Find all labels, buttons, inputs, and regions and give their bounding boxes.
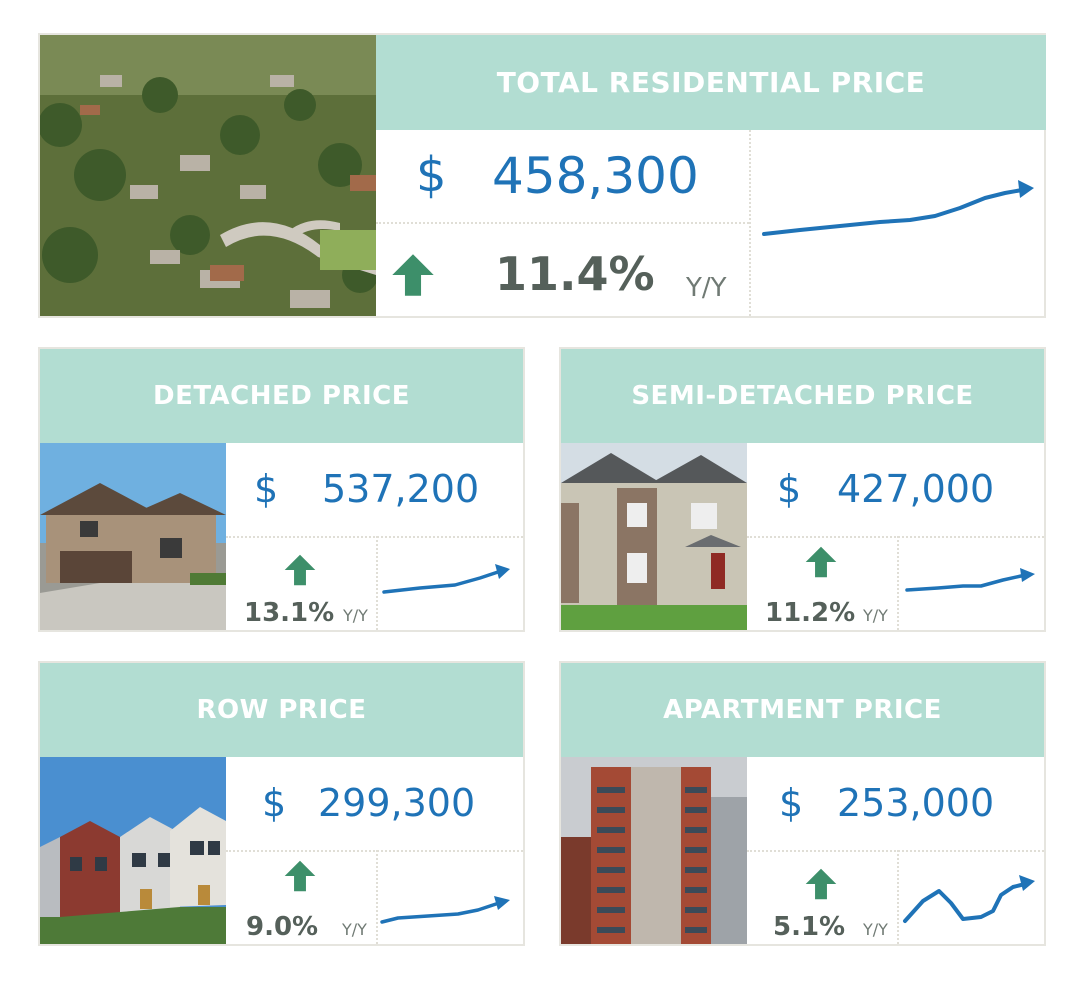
- up-arrow-icon: [805, 868, 837, 900]
- aerial-neighbourhood-photo: [40, 35, 376, 316]
- total-residential-card: TOTAL RESIDENTIAL PRICE $ 458,300 11.4% …: [38, 33, 1046, 318]
- semi-detached-house-photo: [561, 443, 747, 630]
- apartment-title: APARTMENT PRICE: [561, 663, 1044, 757]
- row-houses-photo: [40, 757, 226, 944]
- currency-symbol: $: [777, 467, 802, 511]
- up-arrow-icon: [805, 546, 837, 578]
- detached-house-photo: [40, 443, 226, 630]
- detached-change: 13.1%: [244, 598, 335, 628]
- divider: [747, 850, 1044, 852]
- total-residential-price: 458,300: [492, 147, 699, 205]
- row-change: 9.0%: [246, 912, 319, 942]
- divider: [226, 850, 523, 852]
- semi-detached-change: 11.2%: [765, 598, 856, 628]
- total-residential-title: TOTAL RESIDENTIAL PRICE: [376, 35, 1046, 130]
- divider: [376, 536, 378, 630]
- up-arrow-icon: [284, 554, 316, 586]
- apartment-tower-photo: [561, 757, 747, 944]
- period-label: Y/Y: [863, 606, 888, 625]
- row-card: ROW PRICE $ 299,300 9.0% Y/Y: [38, 661, 525, 946]
- up-arrow-icon: [284, 860, 316, 892]
- period-label: Y/Y: [343, 606, 368, 625]
- detached-card: DETACHED PRICE $ 537,200 13.1% Y/Y: [38, 347, 525, 632]
- apartment-price: 253,000: [837, 781, 995, 825]
- divider: [749, 130, 751, 316]
- currency-symbol: $: [779, 781, 804, 825]
- total-residential-change: 11.4%: [495, 247, 655, 301]
- period-label: Y/Y: [686, 273, 727, 303]
- semi-detached-title: SEMI-DETACHED PRICE: [561, 349, 1044, 443]
- detached-title: DETACHED PRICE: [40, 349, 523, 443]
- divider: [226, 536, 523, 538]
- total-residential-trend-line: [762, 180, 1034, 236]
- currency-symbol: $: [416, 147, 447, 203]
- semi-detached-price: 427,000: [837, 467, 995, 511]
- currency-symbol: $: [262, 781, 287, 825]
- semi-detached-trend-line: [905, 568, 1035, 592]
- up-arrow-icon: [392, 254, 434, 296]
- divider: [747, 536, 1044, 538]
- detached-price: 537,200: [322, 467, 480, 511]
- divider: [376, 850, 378, 944]
- apartment-change: 5.1%: [773, 912, 846, 942]
- period-label: Y/Y: [342, 920, 367, 939]
- divider: [897, 536, 899, 630]
- currency-symbol: $: [254, 467, 279, 511]
- row-price: 299,300: [318, 781, 476, 825]
- row-trend-line: [380, 896, 510, 924]
- row-title: ROW PRICE: [40, 663, 523, 757]
- detached-trend-line: [382, 564, 510, 594]
- divider: [376, 222, 749, 224]
- divider: [897, 850, 899, 944]
- period-label: Y/Y: [863, 920, 888, 939]
- semi-detached-card: SEMI-DETACHED PRICE $ 427,000 11.2% Y/Y: [559, 347, 1046, 632]
- apartment-trend-line: [903, 875, 1035, 923]
- apartment-card: APARTMENT PRICE $ 253,000 5.1% Y/Y: [559, 661, 1046, 946]
